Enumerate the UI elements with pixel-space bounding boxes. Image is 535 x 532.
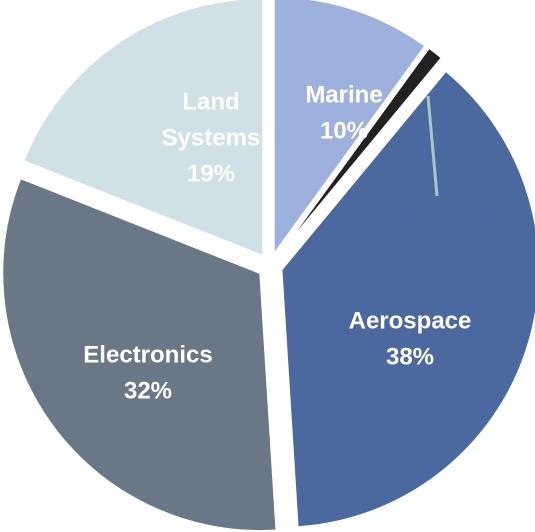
label-marine-line-0: Marine — [305, 81, 382, 108]
pie-slice-marine — [272, 0, 427, 258]
others-leader-line — [426, 95, 439, 197]
label-electronics-line-0: Electronics — [83, 341, 212, 368]
label-aerospace-line-1: 38% — [386, 343, 434, 370]
label-land-systems-line-1: Systems — [162, 124, 261, 151]
label-aerospace-line-0: Aerospace — [349, 307, 472, 334]
pie-slice-aerospace — [280, 69, 535, 529]
label-others-line-0: Others 1% — [384, 207, 503, 234]
pie-slice-land-systems — [22, 0, 265, 258]
slice-labels: Marine 10% Others 1% Aerospace 38% Electronic… — [83, 81, 502, 404]
label-electronics-line-1: 32% — [124, 377, 172, 404]
pie-slice-electronics — [1, 176, 278, 532]
label-land-systems-line-2: 19% — [187, 160, 235, 187]
label-marine-line-1: 10% — [320, 117, 368, 144]
label-land-systems-line-0: Land — [182, 88, 239, 115]
pie-slice-others — [276, 46, 444, 258]
